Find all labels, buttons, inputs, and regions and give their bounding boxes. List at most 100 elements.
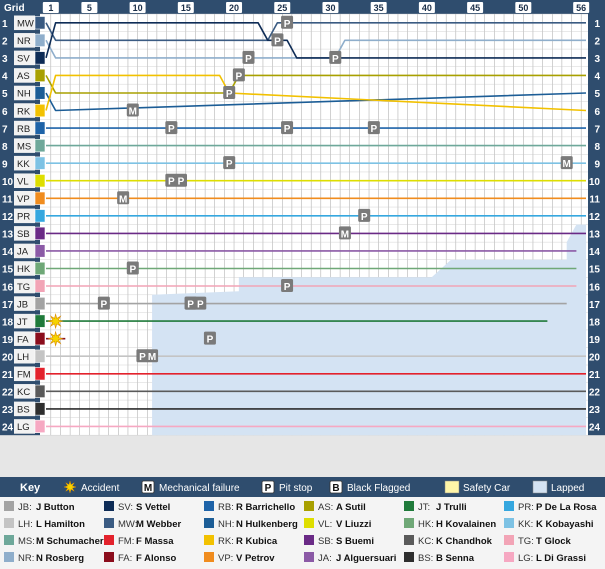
- event-box: [97, 296, 110, 310]
- grid-row: 2 NR: [2, 33, 46, 48]
- key-driver-swatch: [204, 552, 214, 562]
- key-symbol-label: Safety Car: [463, 483, 511, 494]
- pit-stop-marker: P: [165, 121, 178, 135]
- grid-row: 21 FM: [2, 366, 46, 382]
- key-driver-swatch: [504, 552, 514, 562]
- key-driver-name: F Alonso: [136, 553, 176, 564]
- key-driver-code: JB:: [18, 502, 32, 513]
- grid-driver-code: KC: [17, 387, 30, 398]
- key-driver-code: FM:: [118, 536, 134, 547]
- pit-stop-marker: P: [203, 331, 216, 346]
- key-driver-code: AS:: [318, 502, 333, 513]
- grid-code-cell: [14, 173, 35, 188]
- event-box: [242, 50, 255, 64]
- lap-tick-box: [467, 2, 484, 13]
- event-label: P: [371, 124, 378, 135]
- key-driver-swatch: [204, 535, 214, 545]
- grid-row: 10 VL: [2, 173, 46, 188]
- event-box: [136, 349, 149, 363]
- key-driver-item: NR: N Rosberg: [4, 552, 84, 564]
- race-event-markers: PPPPPPMPPPPMPPMPMPPPPPPPPM: [47, 15, 573, 363]
- accident-icon: [47, 312, 64, 330]
- grid-driver-swatch: [34, 121, 46, 135]
- grid-position-number: 17: [2, 300, 14, 311]
- grid-row: 9 KK: [2, 155, 46, 171]
- key-driver-code: JT:: [418, 502, 430, 513]
- pit-stop-marker: P: [281, 279, 294, 293]
- accident-burst: [47, 312, 64, 330]
- pit-stop-marker: P: [184, 296, 197, 311]
- grid-position-number: 1: [2, 19, 8, 30]
- key-driver-code: JA:: [318, 553, 332, 564]
- key-driver-name: R Kubica: [236, 536, 278, 547]
- lap-tick: 30: [322, 2, 339, 13]
- key-symbol-label: Pit stop: [279, 483, 313, 494]
- key-driver-item: JB: J Button: [4, 501, 75, 513]
- event-label: P: [168, 177, 175, 188]
- lap-tick-label: 50: [518, 3, 528, 13]
- event-box: [184, 296, 197, 310]
- event-label: P: [332, 54, 339, 65]
- accident-icon: [47, 330, 64, 347]
- key-driver-code: RB:: [218, 502, 234, 513]
- key-driver-name: K Chandhok: [436, 536, 493, 547]
- grid-driver-code: JT: [17, 317, 28, 328]
- event-box: [367, 121, 380, 135]
- lap-tick-box: [226, 2, 243, 13]
- grid-row: 24 LG: [2, 419, 46, 434]
- key-driver-swatch: [4, 501, 14, 511]
- lap-tick-box: [370, 2, 387, 13]
- grid-position-number: 22: [2, 388, 14, 399]
- pit-stop-marker: P: [271, 33, 284, 47]
- grid-code-cell: [14, 366, 35, 382]
- grid-driver-swatch: [34, 139, 46, 153]
- mechanical-failure-marker: M: [126, 103, 139, 118]
- key-driver-swatch: [104, 518, 114, 528]
- event-box: [329, 50, 342, 64]
- key-driver-swatch: [404, 535, 414, 545]
- grid-code-cell: [14, 138, 35, 153]
- key-driver-code: SV:: [118, 502, 133, 513]
- key-driver-item: BS: B Senna: [404, 552, 475, 564]
- key-driver-item: MS: M Schumacher: [4, 535, 104, 547]
- finish-position-number: 22: [589, 388, 601, 399]
- grid-code-cell: [14, 155, 35, 171]
- key-driver-swatch: [4, 552, 14, 562]
- lap-tick-box: [274, 2, 291, 13]
- finish-position-number: 14: [589, 247, 601, 258]
- lapped-area: [152, 224, 587, 436]
- key-symbol-box: [261, 480, 275, 494]
- event-label: P: [101, 300, 108, 311]
- grid-code-cell: [14, 208, 35, 224]
- event-label: P: [197, 300, 204, 311]
- grid-driver-swatch: [34, 174, 46, 188]
- grid-row: 20 LH: [2, 348, 46, 364]
- key-driver-item: VP: V Petrov: [204, 552, 275, 564]
- mechanical-failure-marker: M: [146, 349, 159, 363]
- lap-tick: 1: [42, 2, 59, 13]
- right-band: [588, 0, 605, 442]
- grid-driver-swatch: [34, 33, 46, 47]
- event-box: [194, 296, 207, 310]
- grid-row: 8 MS: [2, 138, 46, 153]
- grid-row: 15 HK: [2, 261, 46, 276]
- grid-driver-swatch: [34, 332, 46, 346]
- event-box: [338, 226, 351, 240]
- finish-position-number: 18: [589, 317, 601, 328]
- key-driver-name: T Glock: [536, 536, 572, 547]
- event-label: P: [284, 282, 291, 293]
- event-label: M: [563, 159, 571, 170]
- key-driver-code: VP:: [218, 553, 233, 564]
- lap-tick-label: 30: [325, 3, 335, 13]
- finish-position-number: 21: [589, 370, 601, 381]
- lap-tick: 15: [177, 2, 194, 13]
- pit-stop-marker: P: [126, 261, 139, 275]
- key-driver-swatch: [104, 535, 114, 545]
- key-driver-swatch: [304, 552, 314, 562]
- pit-stop-marker: P: [358, 208, 371, 223]
- lap-tick-label: 45: [470, 3, 480, 13]
- lap-tick: 56: [573, 2, 590, 13]
- event-label: P: [139, 352, 146, 363]
- key-symbol-item: M Mechanical failure: [141, 480, 240, 494]
- key-driver-item: VL: V Liuzzi: [304, 518, 371, 530]
